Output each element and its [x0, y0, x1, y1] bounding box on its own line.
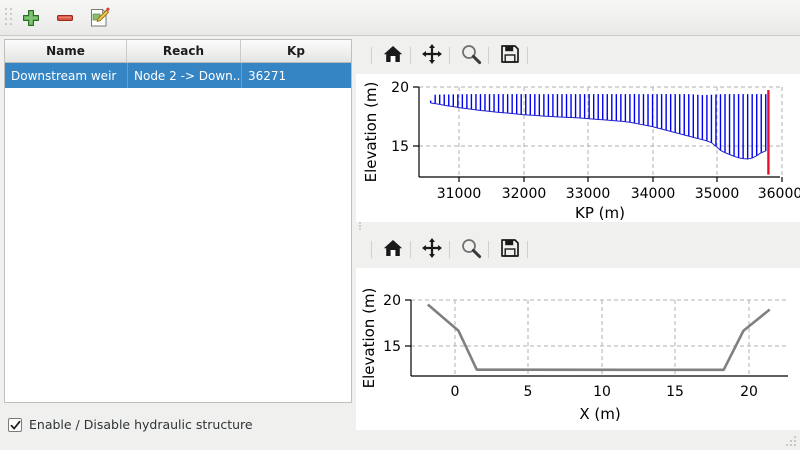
longitudinal-profile-svg: 20 15 31000 32000 33000 34000 35000 3600…: [356, 74, 800, 222]
floppy-disk-icon: [500, 238, 520, 261]
plots-panel: 20 15 31000 32000 33000 34000 35000 3600…: [356, 36, 800, 450]
panel-splitter[interactable]: [356, 222, 800, 230]
cross-section-svg: 20 15 0 5 10 15 20 X (m) Elevation (m): [356, 268, 800, 430]
cross-section-panel: 20 15 0 5 10 15 20 X (m) Elevation (m): [356, 230, 800, 450]
checkbox-label: Enable / Disable hydraulic structure: [29, 417, 253, 432]
x-axis-label: KP (m): [575, 204, 625, 222]
xtick-label: 15: [666, 384, 684, 400]
home-icon: [382, 239, 404, 261]
add-structure-button[interactable]: [16, 4, 46, 32]
column-header-reach[interactable]: Reach: [127, 40, 241, 62]
table-header-row: Name Reach Kp: [5, 40, 351, 63]
minus-icon: [50, 8, 80, 28]
xtick-label: 36000: [758, 186, 800, 202]
toolbar-drag-handle[interactable]: [5, 8, 12, 28]
y-axis-label: Elevation (m): [362, 82, 380, 183]
xtick-label: 0: [451, 384, 460, 400]
plot-toolbar-bottom: [356, 230, 800, 268]
remove-structure-button[interactable]: [50, 4, 80, 32]
column-header-kp[interactable]: Kp: [287, 44, 305, 58]
xtick-label: 32000: [502, 186, 547, 202]
move-icon: [421, 238, 443, 262]
magnifier-icon: [460, 239, 482, 262]
floppy-disk-icon: [500, 44, 520, 67]
xtick-label: 5: [524, 384, 533, 400]
cell-name: Downstream weir: [11, 68, 117, 83]
xtick-label: 10: [593, 384, 611, 400]
pan-button-top[interactable]: [419, 43, 445, 67]
window-resize-grip[interactable]: [784, 434, 798, 448]
structures-panel: Name Reach Kp Downstream weir Node 2 -> …: [0, 36, 356, 450]
longitudinal-profile-canvas[interactable]: 20 15 31000 32000 33000 34000 35000 3600…: [356, 74, 800, 222]
save-button-top[interactable]: [497, 43, 523, 67]
cell-reach: Node 2 -> Down...: [127, 63, 241, 88]
main-toolbar: [0, 0, 800, 36]
zoom-button-bottom[interactable]: [458, 237, 484, 261]
home-button-bottom[interactable]: [380, 237, 406, 261]
home-button-top[interactable]: [380, 43, 406, 67]
edit-icon: [84, 7, 114, 29]
table-row[interactable]: Downstream weir Node 2 -> Down... 36271: [5, 63, 351, 88]
cross-section-line: [426, 303, 771, 372]
plus-icon: [16, 8, 46, 28]
move-icon: [421, 44, 443, 68]
ytick-label: 15: [383, 339, 401, 355]
column-header-name[interactable]: Name: [5, 40, 127, 62]
x-axis-label: X (m): [579, 405, 620, 423]
xtick-label: 31000: [437, 186, 482, 202]
ytick-label: 20: [391, 80, 409, 96]
ytick-label: 15: [391, 139, 409, 155]
xtick-label: 35000: [695, 186, 740, 202]
xtick-label: 33000: [566, 186, 611, 202]
edit-structure-button[interactable]: [84, 4, 114, 32]
y-axis-label: Elevation (m): [360, 288, 378, 389]
magnifier-icon: [460, 45, 482, 68]
pan-button-bottom[interactable]: [419, 237, 445, 261]
cell-kp: 36271: [241, 63, 351, 88]
plot-toolbar-top: [356, 36, 800, 74]
checkbox-box[interactable]: [8, 417, 22, 432]
xtick-label: 34000: [631, 186, 676, 202]
enable-structure-checkbox[interactable]: Enable / Disable hydraulic structure: [8, 417, 253, 432]
ytick-label: 20: [383, 293, 401, 309]
zoom-button-top[interactable]: [458, 43, 484, 67]
xtick-label: 20: [740, 384, 758, 400]
save-button-bottom[interactable]: [497, 237, 523, 261]
structures-table: Name Reach Kp Downstream weir Node 2 -> …: [4, 39, 352, 403]
home-icon: [382, 45, 404, 67]
cross-section-canvas[interactable]: 20 15 0 5 10 15 20 X (m) Elevation (m): [356, 268, 800, 430]
longitudinal-profile-panel: 20 15 31000 32000 33000 34000 35000 3600…: [356, 36, 800, 222]
